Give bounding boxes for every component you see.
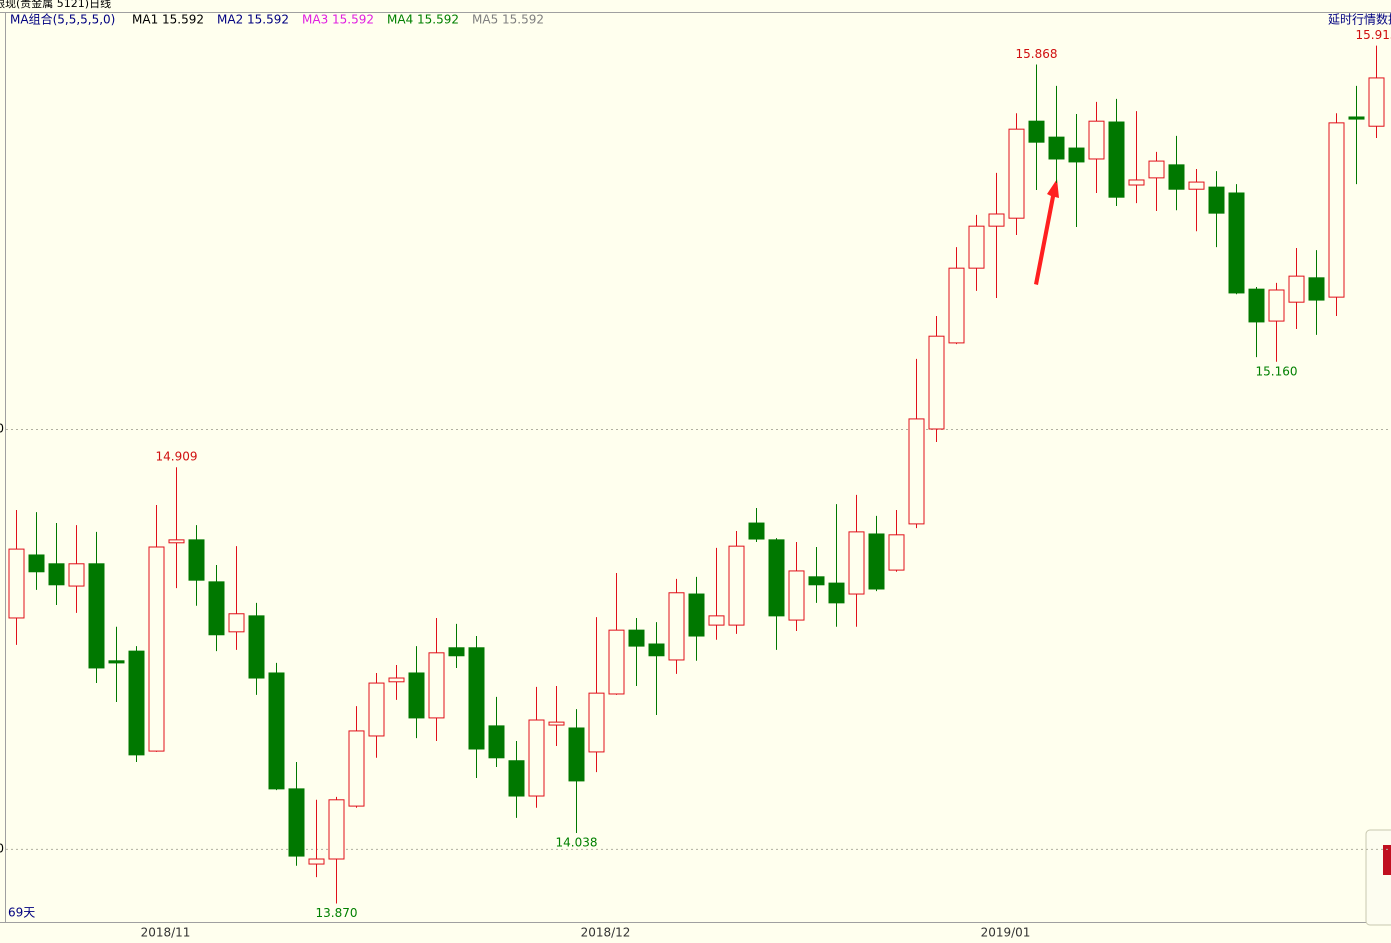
- high-label: 15.868: [1016, 47, 1058, 61]
- x-tick-label: 2018/12: [581, 926, 631, 940]
- candle-body: [508, 760, 525, 797]
- candle-body: [868, 533, 885, 590]
- candle-body: [928, 335, 945, 430]
- candle-body: [948, 267, 965, 344]
- candle-body: [428, 652, 445, 719]
- candle-body: [1228, 192, 1245, 294]
- candle-body: [848, 531, 865, 595]
- high-label: 15.913: [1356, 28, 1391, 42]
- candle-body: [688, 593, 705, 637]
- candle-body: [828, 582, 845, 604]
- low-label: 13.870: [316, 906, 358, 920]
- candle-body: [768, 539, 785, 617]
- candle-body: [168, 539, 185, 544]
- side-widget: [1365, 829, 1391, 926]
- candle-body: [1248, 288, 1265, 323]
- candle-body: [1328, 122, 1345, 298]
- candle-body: [988, 213, 1005, 227]
- candle-body: [668, 592, 685, 661]
- candle-body: [468, 647, 485, 750]
- candle-body: [8, 548, 25, 619]
- candle-body: [348, 730, 365, 807]
- y-tick-label: 15.000: [0, 421, 4, 435]
- candle-body: [308, 858, 325, 865]
- candle-body: [1208, 186, 1225, 214]
- candle-body: [368, 682, 385, 737]
- candle-body: [728, 545, 745, 626]
- low-label: 14.038: [556, 835, 598, 849]
- candle-body: [88, 563, 105, 669]
- candle-body: [568, 727, 585, 782]
- candle-body: [1048, 136, 1065, 160]
- legend-entry: MA1 15.592: [132, 13, 204, 27]
- candle-body: [608, 629, 625, 695]
- x-tick-label: 2019/01: [981, 926, 1031, 940]
- candle-body: [1028, 120, 1045, 143]
- candle-body: [1288, 275, 1305, 303]
- candle-body: [388, 677, 405, 683]
- candle-body: [48, 563, 65, 586]
- legend-entry: MA2 15.592: [217, 13, 289, 27]
- candle-body: [708, 615, 725, 626]
- candle-body: [408, 672, 425, 719]
- candle-body: [288, 788, 305, 857]
- candle-body: [68, 563, 85, 587]
- legend-entry: MA5 15.592: [472, 13, 544, 27]
- candle-body: [108, 660, 125, 664]
- widget-icon: [1383, 845, 1391, 875]
- candle-body: [1108, 121, 1125, 198]
- candle-body: [268, 672, 285, 790]
- candle-body: [888, 534, 905, 571]
- candle-body: [1148, 160, 1165, 179]
- candle-body: [228, 613, 245, 633]
- candle-body: [448, 647, 465, 657]
- candle-body: [648, 643, 665, 657]
- candle-body: [968, 225, 985, 269]
- x-tick-label: 2018/11: [141, 926, 191, 940]
- candle-body: [1268, 289, 1285, 322]
- widget-panel: [1365, 829, 1391, 926]
- candle-body: [788, 570, 805, 621]
- notice: 延时行情数据: [1328, 12, 1391, 27]
- candle-body: [128, 650, 145, 756]
- candle-body: [148, 546, 165, 752]
- candle-body: [1168, 164, 1185, 190]
- arrow-annotation: [1034, 179, 1059, 285]
- candle-body: [1068, 147, 1085, 163]
- candle-body: [1088, 120, 1105, 160]
- candle-body: [588, 692, 605, 753]
- candle-body: [488, 725, 505, 759]
- period-label: 69天: [8, 906, 35, 920]
- candle-body: [548, 721, 565, 726]
- candle-body: [528, 719, 545, 797]
- candle-body: [908, 418, 925, 525]
- y-tick-label: 14.000: [0, 841, 4, 855]
- candle-body: [808, 576, 825, 586]
- candle-body: [28, 554, 45, 573]
- high-label: 14.909: [156, 450, 198, 464]
- candle-body: [1348, 116, 1365, 120]
- candle-body: [208, 581, 225, 636]
- candle-body: [748, 522, 765, 540]
- candle-body: [248, 615, 265, 679]
- candle-body: [1008, 128, 1025, 219]
- legend-entry: MA3 15.592: [302, 13, 374, 27]
- indicator-label: MA组合(5,5,5,5,0): [10, 12, 115, 27]
- candle-body: [188, 539, 205, 581]
- candle-body: [1128, 179, 1145, 186]
- candle-body: [628, 629, 645, 647]
- chart-title: 银现(贵金属 5121)日线: [0, 0, 111, 10]
- candle-body: [1368, 77, 1385, 127]
- low-label: 15.160: [1256, 364, 1298, 378]
- candle-body: [1308, 277, 1325, 301]
- legend-entry: MA4 15.592: [387, 13, 459, 27]
- candle-body: [1188, 181, 1205, 190]
- candle-body: [328, 799, 345, 860]
